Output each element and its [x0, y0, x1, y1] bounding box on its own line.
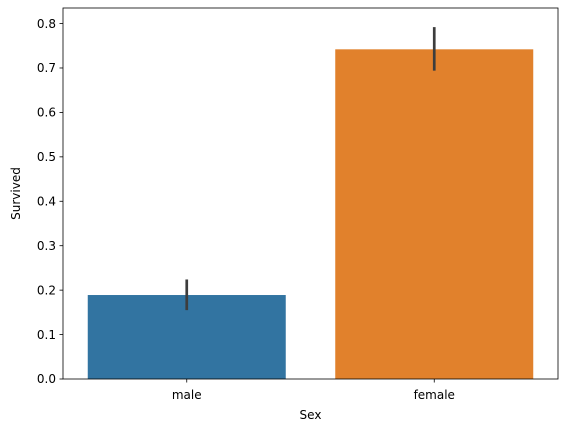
error-bars-group: [185, 27, 436, 311]
y-tick-label: 0.5: [37, 150, 56, 164]
x-tick-label: female: [414, 388, 455, 402]
plot-area: [62, 7, 559, 380]
y-axis-label: Survived: [9, 167, 23, 220]
y-tick-label: 0.4: [37, 194, 56, 208]
y-tick-label: 0.6: [37, 106, 56, 120]
y-axis: 0.0 0.1 0.2 0.3 0.4 0.5 0.6 0.7 0.8: [37, 17, 63, 386]
y-tick-label: 0.2: [37, 283, 56, 297]
x-tick-label: male: [172, 388, 202, 402]
bar-female: [335, 49, 534, 380]
y-tick-label: 0.0: [37, 372, 56, 386]
x-axis: male female: [172, 379, 455, 402]
y-tick-label: 0.7: [37, 61, 56, 75]
y-tick-label: 0.1: [37, 328, 56, 342]
axes-frame: [62, 7, 559, 380]
bars-group: [87, 49, 534, 380]
x-axis-label: Sex: [300, 408, 322, 422]
y-tick-label: 0.3: [37, 239, 56, 253]
y-tick-label: 0.8: [37, 17, 56, 31]
